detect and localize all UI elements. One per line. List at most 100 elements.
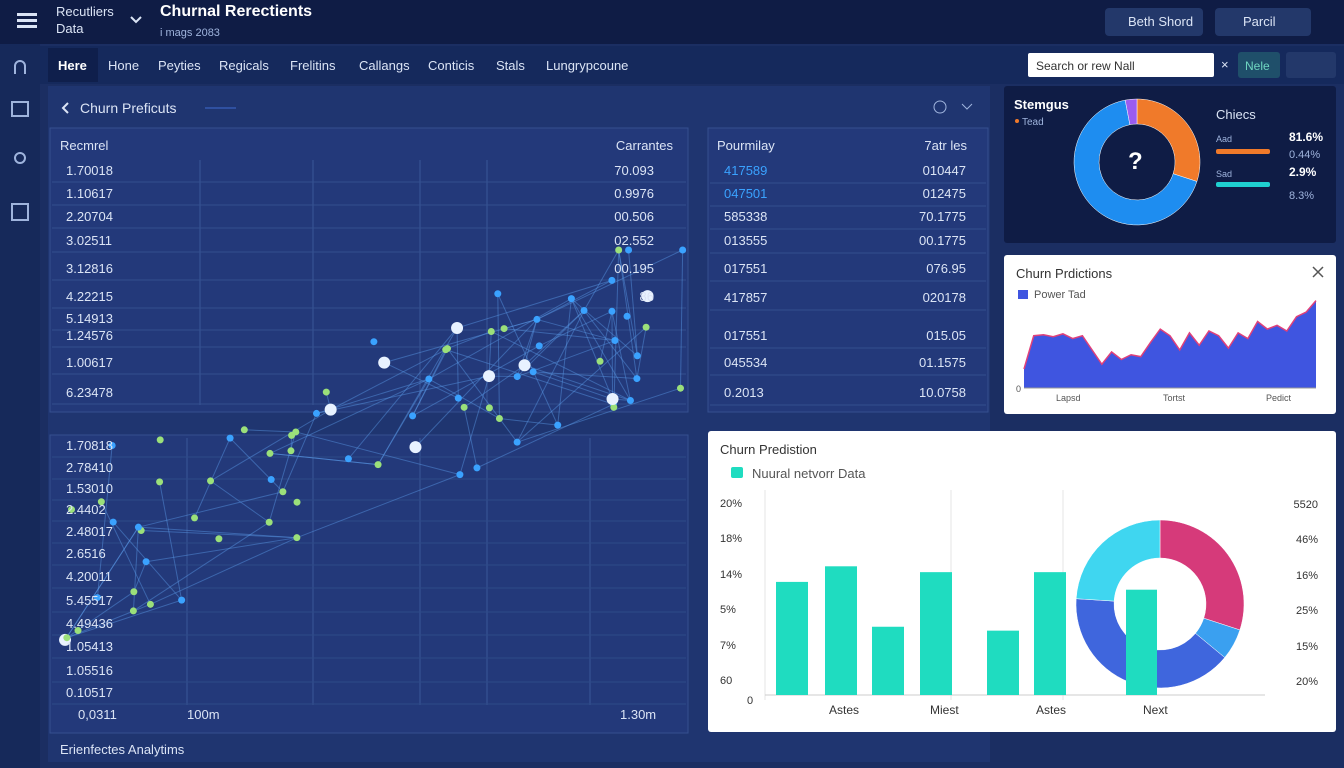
cell: 4.22215 [66,289,113,304]
legend-value: 81.6% [1289,130,1324,144]
edge [463,407,478,468]
nav-item[interactable]: Stals [496,58,525,73]
edge [636,327,647,379]
nav-item[interactable]: Conticis [428,58,475,73]
y-tick-label: 0 [1016,384,1022,394]
node [473,464,481,472]
x-tick-label: Astes [1036,703,1067,717]
cell: 00.1775 [919,233,966,248]
node [146,600,154,608]
edge [66,599,182,639]
edge [150,537,298,605]
cell: 585338 [724,209,768,224]
nav-item[interactable]: Here [58,58,87,73]
button[interactable] [1215,8,1311,36]
edge [269,452,379,466]
edge [269,378,430,454]
button-label[interactable]: Beth Shord [1128,14,1194,29]
node [288,431,296,439]
cell: 017551 [724,261,768,276]
network-panel [49,434,689,734]
nav-item[interactable]: Peyties [158,58,201,73]
node [142,558,150,566]
node [409,412,417,420]
edge [504,328,615,342]
node [608,307,616,315]
nav-item[interactable]: Hone [108,58,140,73]
node [109,518,117,526]
donut-segment [1075,598,1226,689]
cell: 020178 [922,290,966,305]
settings-icon[interactable] [933,100,947,114]
cell: 417589 [724,163,768,178]
legend-label: Aad [1216,134,1233,144]
edge [316,375,490,414]
edge [138,491,284,528]
legend-label: Sad [1216,169,1233,179]
x-tick-label: Lapsd [1056,393,1081,403]
area-line [1023,300,1317,370]
y-tick-label: 60 [720,675,733,687]
legend-swatch [731,467,743,478]
node [370,338,378,346]
node [611,337,619,345]
node [191,514,199,522]
button[interactable] [1238,52,1280,78]
node [494,290,502,298]
back-icon[interactable] [61,102,69,114]
bar [987,630,1019,695]
y2-tick-label: 25% [1295,605,1318,617]
edge [96,445,113,598]
cell: 3.02511 [66,233,113,248]
close-icon[interactable] [1312,266,1324,278]
card-subtitle: Chiecs [1216,107,1256,122]
cell: 01.1575 [919,355,966,370]
node [68,505,76,513]
button-label[interactable]: Parcil [1243,14,1276,29]
nav-item[interactable]: Frelitins [290,58,336,73]
x-tick-label: Next [1143,703,1168,717]
node [623,312,631,320]
node [93,594,101,602]
nav-item[interactable]: Callangs [359,58,410,73]
edge [583,310,638,379]
axis-label: 1.70818 [66,438,113,453]
edge [269,452,379,466]
cell: 3.12816 [66,261,113,276]
card-title: Churn Predistion [720,442,817,457]
cell: 10.0758 [919,385,966,400]
x-tick-label: Tortst [1163,393,1186,403]
bar [825,566,857,695]
node [287,447,295,455]
node [63,634,71,642]
search-box[interactable] [1028,53,1214,77]
node [625,246,633,254]
edge [463,364,525,408]
edge [459,375,490,475]
edge [599,311,613,362]
cell: 02.552 [614,233,654,248]
nav-item[interactable]: Regicals [219,58,269,73]
axis-label: 0,0311 [78,707,117,722]
button[interactable] [1105,8,1203,36]
node [460,403,468,411]
node [608,276,616,284]
donut-segment [1073,99,1198,226]
node [679,246,687,254]
chevron[interactable] [961,103,973,110]
clear-icon[interactable]: × [1221,57,1229,72]
edge [447,331,492,350]
nav-item[interactable]: Lungrypcoune [546,58,629,73]
icon-button[interactable] [1286,52,1336,78]
node [226,434,234,442]
cell: 86 [639,289,654,304]
node [454,394,462,402]
button-label[interactable]: Nele [1245,59,1270,73]
node [615,246,623,254]
node [456,471,464,479]
search-placeholder[interactable]: Search or rew Nall [1036,59,1135,73]
cell: 5.14913 [66,311,113,326]
edge [296,474,461,539]
